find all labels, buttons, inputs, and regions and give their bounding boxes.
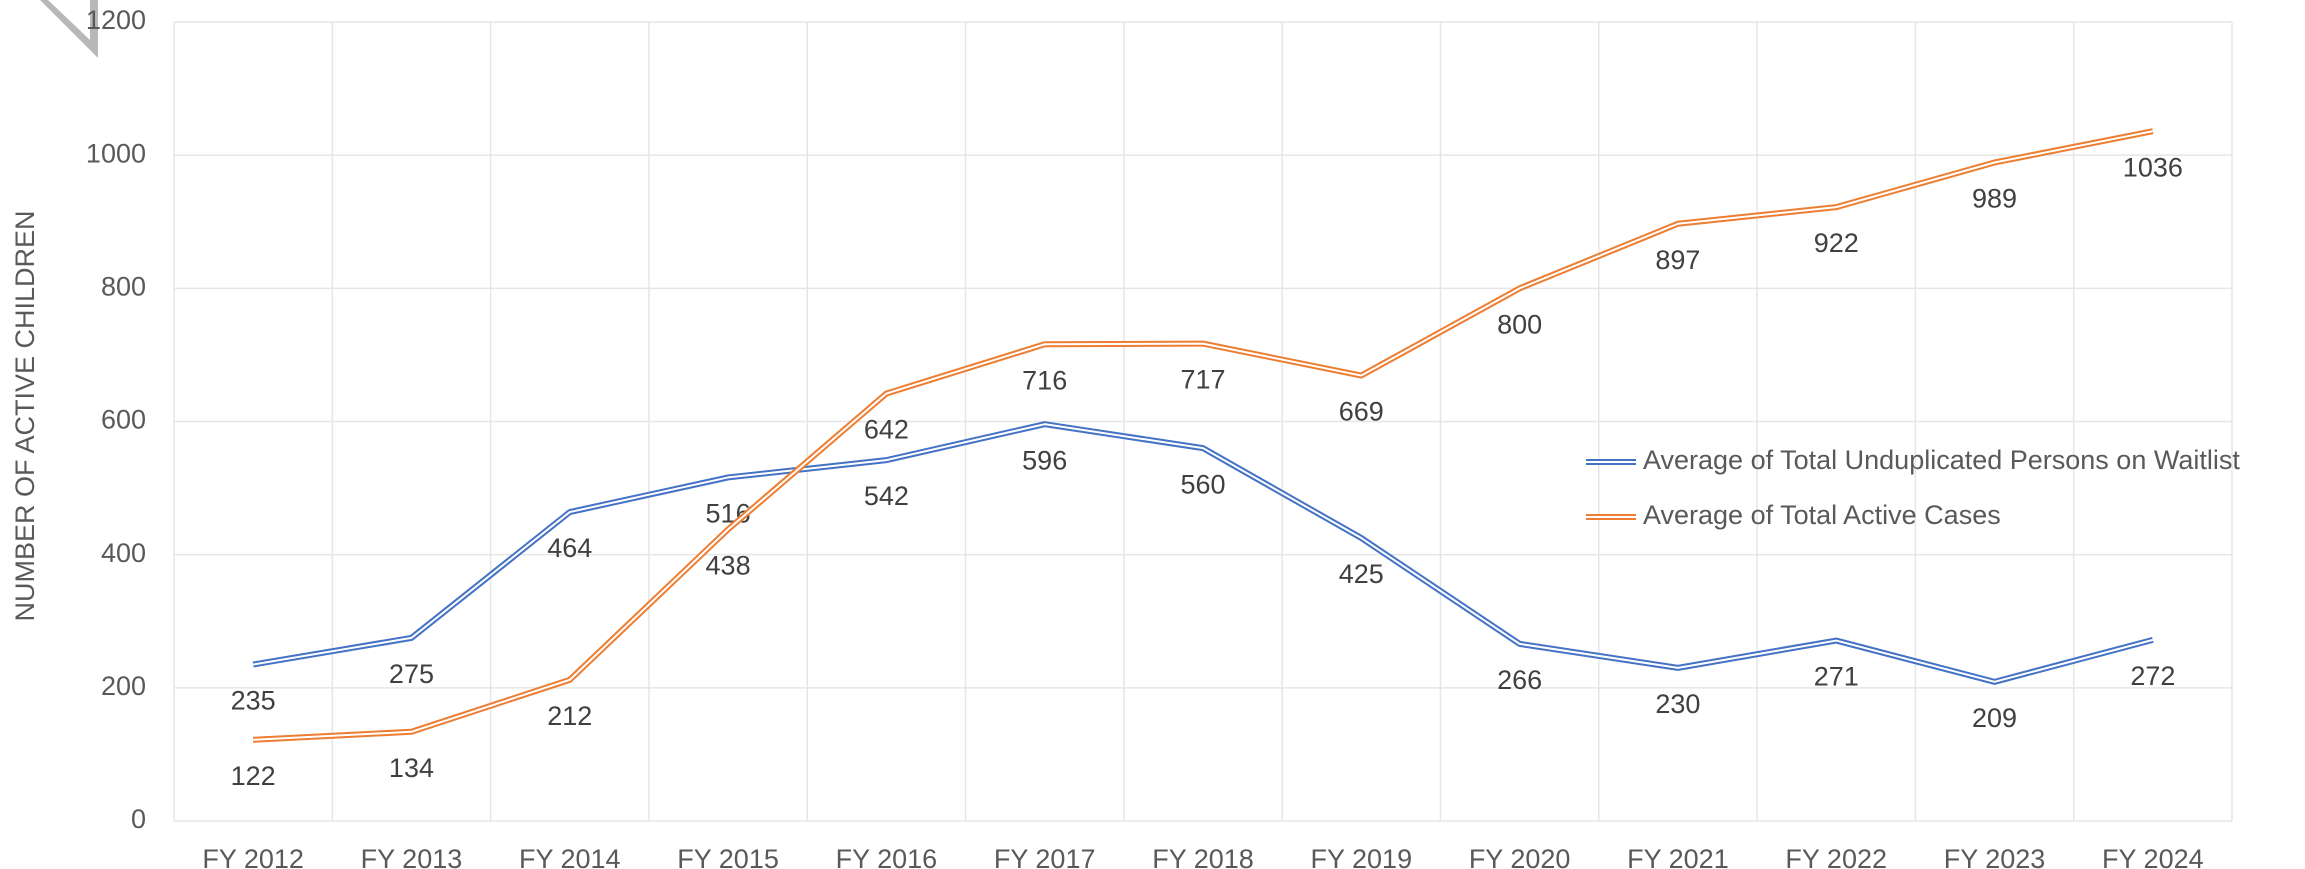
x-tick-label: FY 2024: [2102, 844, 2204, 869]
legend-label: Average of Total Unduplicated Persons on…: [1643, 445, 2240, 475]
data-label: 272: [2130, 661, 2175, 691]
y-axis-label: NUMBER OF ACTIVE CHILDREN: [10, 210, 40, 621]
data-label: 212: [547, 701, 592, 731]
y-tick-label: 600: [101, 405, 146, 435]
data-label: 134: [389, 753, 434, 783]
x-tick-label: FY 2015: [677, 844, 779, 869]
data-label: 897: [1655, 245, 1700, 275]
data-label: 438: [706, 550, 751, 580]
data-label: 669: [1339, 397, 1384, 427]
series-line-inner: [253, 130, 2154, 741]
y-tick-label: 800: [101, 271, 146, 301]
x-tick-label: FY 2016: [836, 844, 938, 869]
data-label: 922: [1814, 228, 1859, 258]
series-line-inner: [252, 423, 2154, 683]
data-label: 122: [231, 761, 276, 791]
data-label: 717: [1180, 365, 1225, 395]
y-tick-label: 1000: [86, 138, 146, 168]
x-tick-label: FY 2021: [1627, 844, 1729, 869]
x-tick-label: FY 2018: [1152, 844, 1254, 869]
x-tick-label: FY 2023: [1944, 844, 2046, 869]
x-tick-label: FY 2020: [1469, 844, 1571, 869]
decoration-arrow-inner: [48, 0, 90, 40]
data-label: 989: [1972, 184, 2017, 214]
data-label: 596: [1022, 445, 1067, 475]
data-label: 542: [864, 481, 909, 511]
x-tick-label: FY 2013: [361, 844, 463, 869]
data-label: 209: [1972, 703, 2017, 733]
x-tick-label: FY 2017: [994, 844, 1096, 869]
data-label: 271: [1814, 662, 1859, 692]
data-label: 230: [1655, 689, 1700, 719]
y-tick-label: 1200: [86, 5, 146, 35]
data-label: 235: [231, 686, 276, 716]
data-label: 560: [1180, 469, 1225, 499]
data-label: 716: [1022, 365, 1067, 395]
data-label: 464: [547, 533, 592, 563]
data-label: 425: [1339, 559, 1384, 589]
data-label: 1036: [2123, 152, 2183, 182]
x-tick-label: FY 2014: [519, 844, 621, 869]
y-tick-label: 0: [131, 804, 146, 834]
y-tick-label: 200: [101, 671, 146, 701]
x-tick-label: FY 2019: [1311, 844, 1413, 869]
legend-label: Average of Total Active Cases: [1643, 500, 2001, 530]
data-label: 642: [864, 415, 909, 445]
data-label: 800: [1497, 309, 1542, 339]
y-tick-label: 400: [101, 538, 146, 568]
data-label: 275: [389, 659, 434, 689]
x-tick-label: FY 2022: [1785, 844, 1887, 869]
data-label: 266: [1497, 665, 1542, 695]
x-tick-label: FY 2012: [202, 844, 304, 869]
